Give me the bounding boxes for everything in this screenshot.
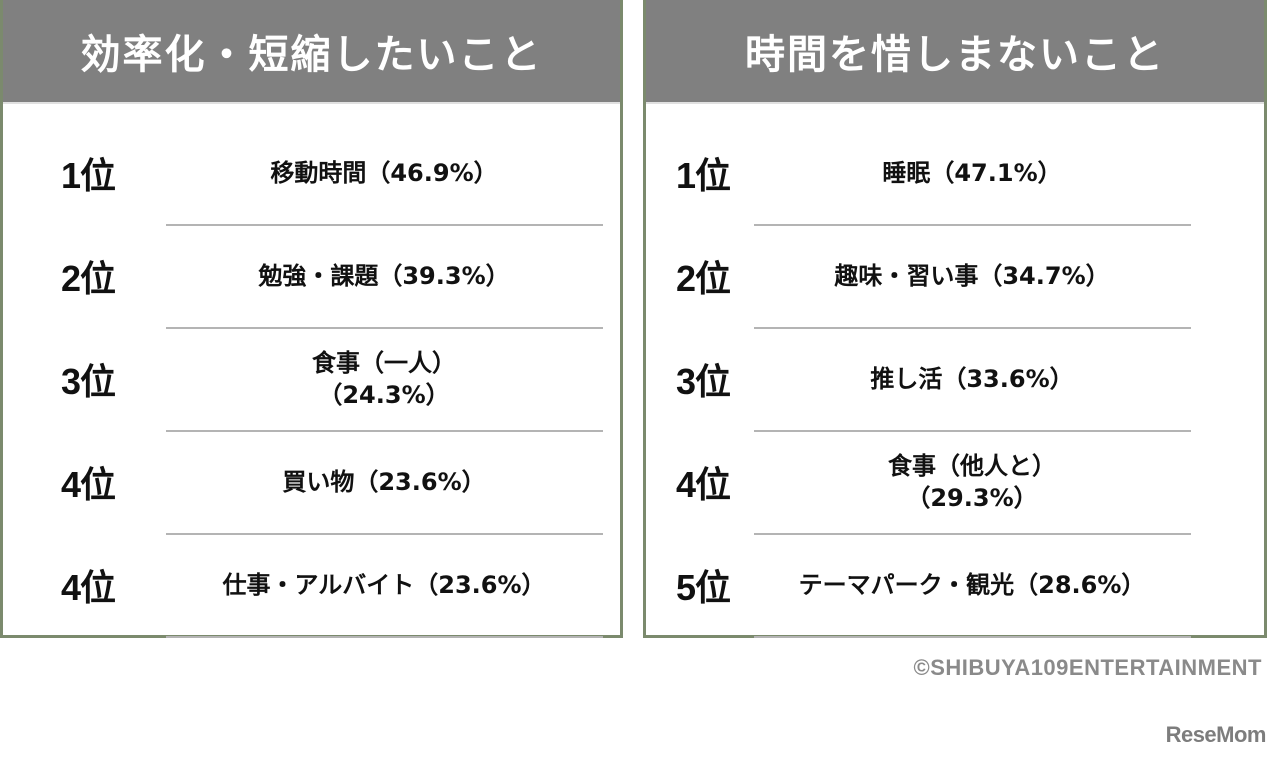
list-item: 4位 食事（他人と） （29.3%） bbox=[646, 430, 1264, 533]
item-label: 仕事・アルバイト（23.6%） bbox=[222, 570, 546, 599]
list-item: 1位 移動時間（46.9%） bbox=[3, 121, 620, 224]
item-label: 移動時間（46.9%） bbox=[270, 158, 498, 187]
rank-label: 2位 bbox=[676, 257, 731, 299]
item-label: 推し活（33.6%） bbox=[870, 364, 1074, 393]
resemom-logo: ReseMom bbox=[1165, 722, 1267, 747]
rank-label: 3位 bbox=[676, 360, 731, 402]
item-label: 食事（一人） （24.3%） bbox=[312, 348, 456, 409]
divider bbox=[754, 430, 1191, 432]
divider bbox=[754, 327, 1191, 329]
list-item: 4位 買い物（23.6%） bbox=[3, 430, 620, 533]
list-item: 2位 勉強・課題（39.3%） bbox=[3, 224, 620, 327]
list-item: 2位 趣味・習い事（34.7%） bbox=[646, 224, 1264, 327]
item-label: テーマパーク・観光（28.6%） bbox=[798, 570, 1146, 599]
item-label: 趣味・習い事（34.7%） bbox=[834, 261, 1110, 290]
panel-title: 時間を惜しまないこと bbox=[646, 0, 1264, 104]
divider bbox=[166, 224, 603, 226]
copyright-credit: ©SHIBUYA109ENTERTAINMENT bbox=[913, 655, 1262, 680]
list-item: 3位 推し活（33.6%） bbox=[646, 327, 1264, 430]
divider bbox=[754, 636, 1191, 638]
panel-title: 効率化・短縮したいこと bbox=[3, 0, 620, 104]
divider bbox=[754, 224, 1191, 226]
panel-efficiency: 効率化・短縮したいこと 1位 移動時間（46.9%） 2位 勉強・課題（39.3… bbox=[0, 0, 623, 638]
rank-label: 1位 bbox=[676, 154, 731, 196]
rank-label: 1位 bbox=[61, 154, 116, 196]
divider bbox=[166, 636, 603, 638]
rank-label: 2位 bbox=[61, 257, 116, 299]
panel-time-spent: 時間を惜しまないこと 1位 睡眠（47.1%） 2位 趣味・習い事（34.7%）… bbox=[643, 0, 1267, 638]
rank-label: 3位 bbox=[61, 360, 116, 402]
rank-label: 5位 bbox=[676, 566, 731, 608]
rank-label: 4位 bbox=[61, 566, 116, 608]
item-label: 食事（他人と） （29.3%） bbox=[888, 451, 1056, 512]
list-item: 3位 食事（一人） （24.3%） bbox=[3, 327, 620, 430]
divider bbox=[166, 533, 603, 535]
item-label: 買い物（23.6%） bbox=[282, 467, 486, 496]
item-label: 勉強・課題（39.3%） bbox=[258, 261, 510, 290]
item-label: 睡眠（47.1%） bbox=[882, 158, 1062, 187]
list-item: 5位 テーマパーク・観光（28.6%） bbox=[646, 533, 1264, 636]
divider bbox=[166, 327, 603, 329]
list-item: 4位 仕事・アルバイト（23.6%） bbox=[3, 533, 620, 636]
rank-label: 4位 bbox=[61, 463, 116, 505]
rank-label: 4位 bbox=[676, 463, 731, 505]
list-item: 1位 睡眠（47.1%） bbox=[646, 121, 1264, 224]
divider bbox=[754, 533, 1191, 535]
divider bbox=[166, 430, 603, 432]
